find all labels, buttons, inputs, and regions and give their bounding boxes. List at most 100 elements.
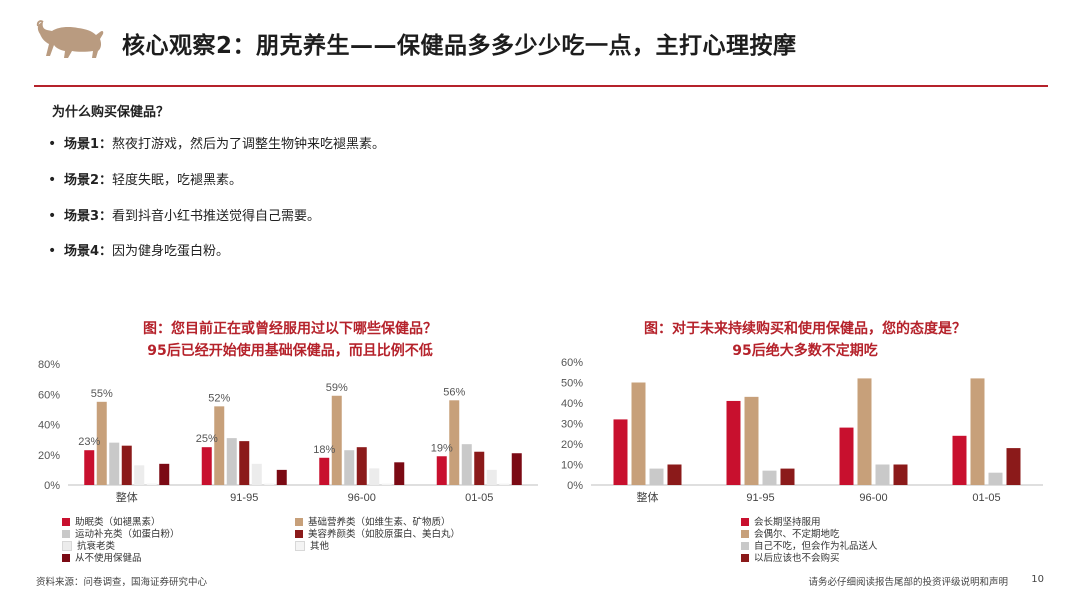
scenario-text: 因为健身吃蛋白粉。 — [112, 244, 230, 259]
bar — [449, 400, 460, 485]
bar — [667, 464, 682, 485]
y-tick-label: 40% — [561, 398, 583, 410]
data-label: 59% — [326, 382, 348, 394]
scenario-text: 熬夜打游戏，然后为了调整生物钟来吃褪黑素。 — [112, 137, 386, 152]
bullet-icon: • — [48, 172, 57, 188]
legend-label: 会长期坚持服用 — [754, 517, 821, 528]
bar — [461, 444, 472, 485]
x-tick-label: 96-00 — [348, 492, 376, 504]
data-label: 25% — [196, 433, 218, 445]
legend-swatch — [741, 541, 749, 550]
legend-label: 以后应该也不会购买 — [754, 553, 840, 564]
y-tick-label: 80% — [38, 359, 60, 371]
bar — [631, 382, 646, 485]
y-tick-label: 60% — [561, 357, 583, 369]
scenario-text: 轻度失眠，吃褪黑素。 — [112, 173, 243, 188]
data-label: 23% — [78, 436, 100, 448]
bar — [264, 483, 275, 485]
y-tick-label: 20% — [561, 439, 583, 451]
bar — [134, 465, 145, 485]
right-bar-chart: 0% 10% 20% 30% 40% 50% 60% 整体 91-95 96-00 01-05 — [561, 357, 1043, 504]
bar — [988, 472, 1003, 485]
source-note: 资料来源：问卷调查，国海证券研究中心 — [36, 577, 208, 588]
bar — [857, 378, 872, 485]
bar — [394, 462, 405, 485]
y-tick-label: 40% — [38, 420, 60, 432]
bar — [331, 395, 342, 485]
bar — [893, 464, 908, 485]
intro-question: 为什么购买保健品？ — [52, 105, 170, 120]
scenario-item: • 场景4：因为健身吃蛋白粉。 — [48, 240, 229, 259]
bar — [146, 483, 157, 485]
scenario-text: 看到抖音小红书推送觉得自己需要。 — [112, 209, 321, 224]
right-chart-subtitle: 95后绝大多数不定期吃 — [732, 343, 878, 359]
bar — [952, 435, 967, 485]
legend-swatch — [62, 553, 70, 562]
bar — [109, 442, 120, 485]
legend-swatch — [741, 553, 749, 562]
right-chart-title: 图：对于未来持续购买和使用保健品，您的态度是？ — [644, 321, 966, 337]
scenario-item: • 场景2：轻度失眠，吃褪黑素。 — [48, 169, 242, 188]
disclaimer: 请务必仔细阅读报告尾部的投资评级说明和声明 — [808, 577, 1008, 588]
bar — [201, 447, 212, 485]
bull-logo-icon — [36, 20, 104, 58]
left-chart-subtitle: 95后已经开始使用基础保健品，而且比例不低 — [147, 343, 433, 359]
bar — [84, 450, 95, 485]
bar — [499, 483, 510, 485]
bar — [159, 463, 170, 485]
y-tick-label: 20% — [38, 450, 60, 462]
legend-item: 抗衰老类 — [62, 538, 115, 552]
bar — [96, 401, 107, 485]
legend-swatch — [295, 517, 303, 526]
y-tick-label: 50% — [561, 378, 583, 390]
bar — [381, 483, 392, 485]
title-divider — [34, 85, 1048, 87]
scenario-label: 场景1： — [64, 137, 113, 152]
data-label: 52% — [208, 392, 230, 404]
legend-label: 抗衰老类 — [77, 541, 116, 552]
bar — [649, 468, 664, 485]
y-tick-label: 0% — [44, 480, 60, 492]
x-tick-label: 96-00 — [859, 492, 887, 504]
bar — [1006, 448, 1021, 485]
legend-item: 美容养颜类（如胶原蛋白、美白丸） — [295, 526, 460, 540]
x-tick-label: 91-95 — [746, 492, 774, 504]
y-tick-label: 10% — [561, 460, 583, 472]
legend-label: 运动补充类（如蛋白粉） — [75, 529, 180, 540]
scenario-label: 场景2： — [64, 173, 113, 188]
legend-swatch — [62, 540, 72, 551]
legend-swatch — [62, 517, 70, 526]
bar — [356, 447, 367, 485]
bullet-icon: • — [48, 136, 57, 152]
legend-swatch — [295, 529, 303, 538]
x-tick-label: 91-95 — [230, 492, 258, 504]
legend-label: 助眠类（如褪黑素） — [75, 517, 161, 528]
legend-item: 其他 — [295, 538, 329, 552]
scenario-label: 场景3： — [64, 209, 113, 224]
bar — [839, 427, 854, 485]
bar — [744, 396, 759, 485]
y-tick-label: 0% — [567, 480, 583, 492]
legend-item: 会偶尔、不定期地吃 — [741, 526, 840, 540]
x-tick-label: 整体 — [637, 490, 659, 504]
legend-item: 自己不吃，但会作为礼品送人 — [741, 538, 878, 552]
left-chart-title: 图：您目前正在或曾经服用过以下哪些保健品？ — [143, 321, 437, 337]
scenario-item: • 场景1：熬夜打游戏，然后为了调整生物钟来吃褪黑素。 — [48, 133, 385, 152]
legend-label: 会偶尔、不定期地吃 — [754, 529, 840, 540]
page-number: 10 — [1031, 574, 1044, 585]
data-label: 18% — [313, 444, 335, 456]
bullet-icon: • — [48, 243, 57, 259]
bullet-icon: • — [48, 208, 57, 224]
data-label: 55% — [91, 388, 113, 400]
legend-item: 从不使用保健品 — [62, 550, 142, 564]
legend-label: 基础营养类（如维生素、矿物质） — [308, 517, 451, 528]
bar — [613, 419, 628, 485]
legend-item: 基础营养类（如维生素、矿物质） — [295, 514, 451, 528]
legend-swatch — [741, 529, 749, 538]
data-label: 56% — [443, 386, 465, 398]
bar — [344, 450, 355, 485]
bar — [726, 400, 741, 485]
bar — [762, 470, 777, 485]
left-chart-legend: 助眠类（如褪黑素） 基础营养类（如维生素、矿物质） 运动补充类（如蛋白粉） 美容养颜类… — [62, 514, 502, 564]
scenario-item: • 场景3：看到抖音小红书推送觉得自己需要。 — [48, 205, 320, 224]
